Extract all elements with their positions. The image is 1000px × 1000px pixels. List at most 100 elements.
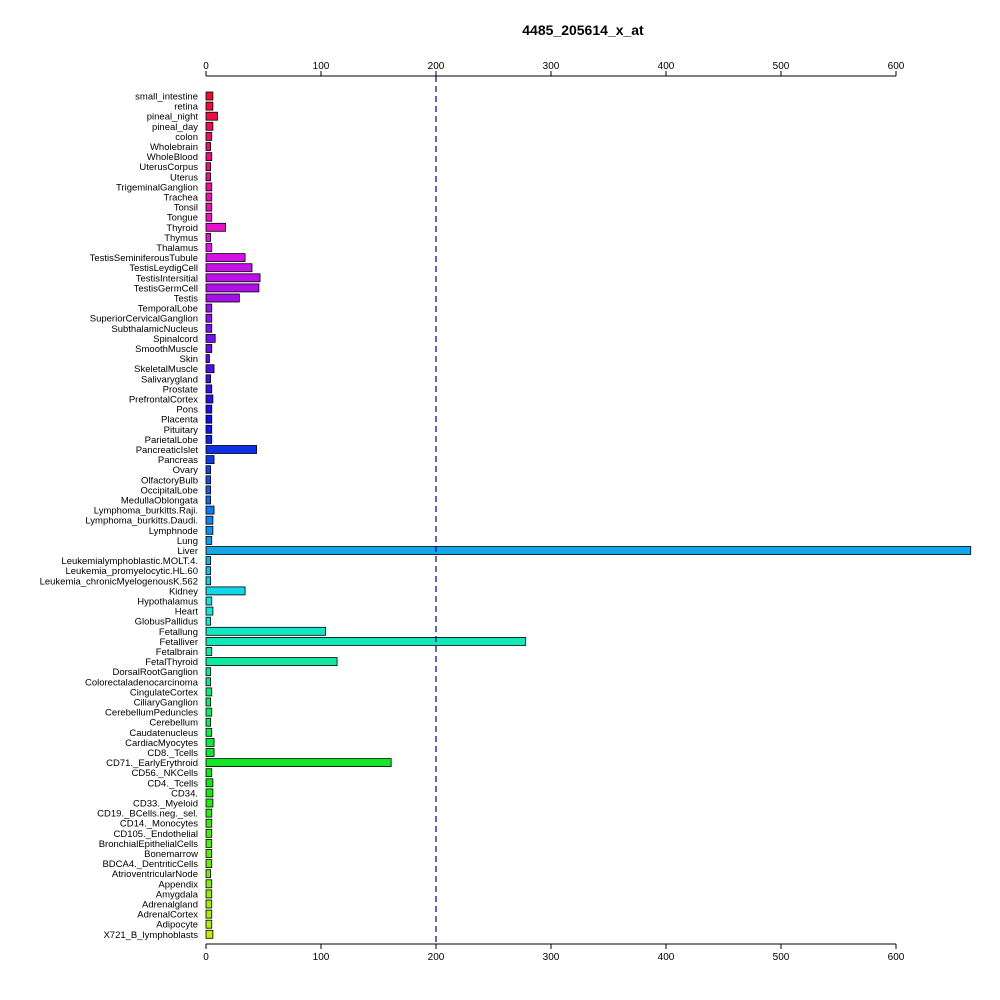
bar — [205, 626, 326, 636]
bar — [205, 344, 213, 353]
bottom-axis: 0 100 200 300 400 500 600 — [203, 943, 905, 963]
bar — [205, 354, 210, 364]
bar — [205, 253, 246, 263]
category-label: Colorectaladenocarcinoma — [85, 677, 199, 688]
bar — [205, 445, 257, 454]
bar — [205, 152, 213, 162]
bar — [205, 525, 214, 535]
category-label: Adipocyte — [156, 920, 198, 931]
bar — [205, 919, 213, 929]
bar — [205, 738, 215, 747]
category-label: Caudatenucleus — [129, 728, 198, 739]
bar — [205, 515, 214, 525]
bar — [205, 172, 211, 182]
category-label: CingulateCortex — [130, 687, 198, 698]
category-label: Tonsil — [174, 203, 198, 214]
bar — [205, 303, 213, 313]
bar — [205, 384, 213, 394]
category-label: Leukemialymphoblastic.MOLT.4. — [61, 556, 198, 567]
category-label: CD33._Myeloid — [133, 799, 198, 810]
category-label: Leukemia_promyelocytic.HL.60 — [65, 566, 198, 577]
category-label: Wholebrain — [150, 142, 198, 153]
category-label: CD71._EarlyErythroid — [106, 758, 198, 769]
chart-title: 4485_205614_x_at — [522, 22, 644, 38]
bar — [205, 697, 211, 707]
bar — [205, 869, 211, 879]
category-label: Testis — [174, 294, 199, 305]
category-label: CD19._BCells.neg._sel. — [97, 809, 198, 820]
top-axis-tick-label: 600 — [888, 61, 905, 72]
bottom-axis-tick-label: 500 — [773, 952, 790, 963]
category-label: Lymphnode — [149, 526, 198, 537]
bottom-axis-tick-label: 0 — [203, 952, 209, 963]
bar — [205, 273, 261, 283]
category-label: CD4._Tcells — [147, 778, 198, 789]
bar — [205, 323, 213, 333]
bar — [205, 839, 213, 848]
category-label: AdrenalCortex — [137, 910, 198, 921]
bar — [205, 596, 213, 606]
category-label: small_intestine — [135, 92, 198, 103]
bar — [205, 243, 213, 252]
category-label: PrefrontalCortex — [129, 395, 198, 406]
category-label: FetalThyroid — [145, 657, 198, 668]
category-label: pineal_night — [147, 112, 199, 123]
bar — [205, 475, 211, 485]
category-label: Hypothalamus — [137, 597, 198, 608]
bar — [205, 455, 215, 465]
bar — [205, 182, 213, 192]
category-label: pineal_day — [152, 122, 198, 133]
bar — [205, 818, 213, 828]
top-axis: 0 100 200 300 400 500 600 — [203, 61, 905, 77]
category-label: SkeletalMuscle — [134, 364, 198, 375]
category-label: TestisLeydigCell — [129, 263, 198, 274]
bar — [205, 859, 213, 868]
bar — [205, 687, 213, 697]
category-labels: small_intestineretinapineal_nightpineal_… — [40, 92, 199, 941]
bar — [205, 495, 211, 505]
bar — [205, 889, 213, 899]
category-label: retina — [174, 102, 198, 113]
category-label: BDCA4._DentriticCells — [102, 859, 198, 870]
bottom-axis-tick-label: 300 — [543, 952, 560, 963]
category-label: UterusCorpus — [139, 162, 198, 173]
category-label: Lymphoma_burkitts.Raji. — [94, 506, 198, 517]
bar — [205, 131, 213, 141]
category-label: BronchialEpithelialCells — [99, 839, 199, 850]
bar — [205, 364, 215, 374]
bar — [205, 293, 240, 303]
bar — [205, 657, 338, 666]
category-label: OccipitalLobe — [140, 485, 198, 496]
category-label: CardiacMyocytes — [125, 738, 198, 749]
bar — [205, 283, 260, 293]
bar — [205, 333, 216, 343]
bar — [205, 899, 213, 909]
bar — [205, 192, 213, 202]
category-label: Thyroid — [166, 223, 198, 234]
category-label: Fetallung — [159, 627, 198, 638]
bars — [205, 91, 972, 939]
category-label: PancreaticIslet — [136, 445, 199, 456]
top-axis-tick-label: 100 — [313, 61, 330, 72]
bar — [205, 121, 214, 131]
category-label: Lung — [177, 536, 198, 547]
bar — [205, 556, 211, 565]
category-label: Cerebellum — [149, 718, 198, 729]
bar — [205, 798, 214, 808]
category-label: Ovary — [173, 465, 199, 476]
bottom-axis-tick-label: 600 — [888, 952, 905, 963]
bar — [205, 727, 213, 737]
bar — [205, 677, 211, 687]
category-label: Pituitary — [164, 425, 199, 436]
bar — [205, 828, 213, 838]
category-label: Kidney — [169, 586, 198, 597]
category-label: Appendix — [158, 879, 198, 890]
bar — [205, 263, 253, 273]
category-label: CD14._Monocytes — [120, 819, 198, 830]
bar — [205, 536, 213, 545]
bar — [205, 586, 246, 596]
top-axis-tick-label: 200 — [428, 61, 445, 72]
bar — [205, 202, 213, 212]
bar — [205, 142, 211, 151]
bar — [205, 434, 213, 444]
